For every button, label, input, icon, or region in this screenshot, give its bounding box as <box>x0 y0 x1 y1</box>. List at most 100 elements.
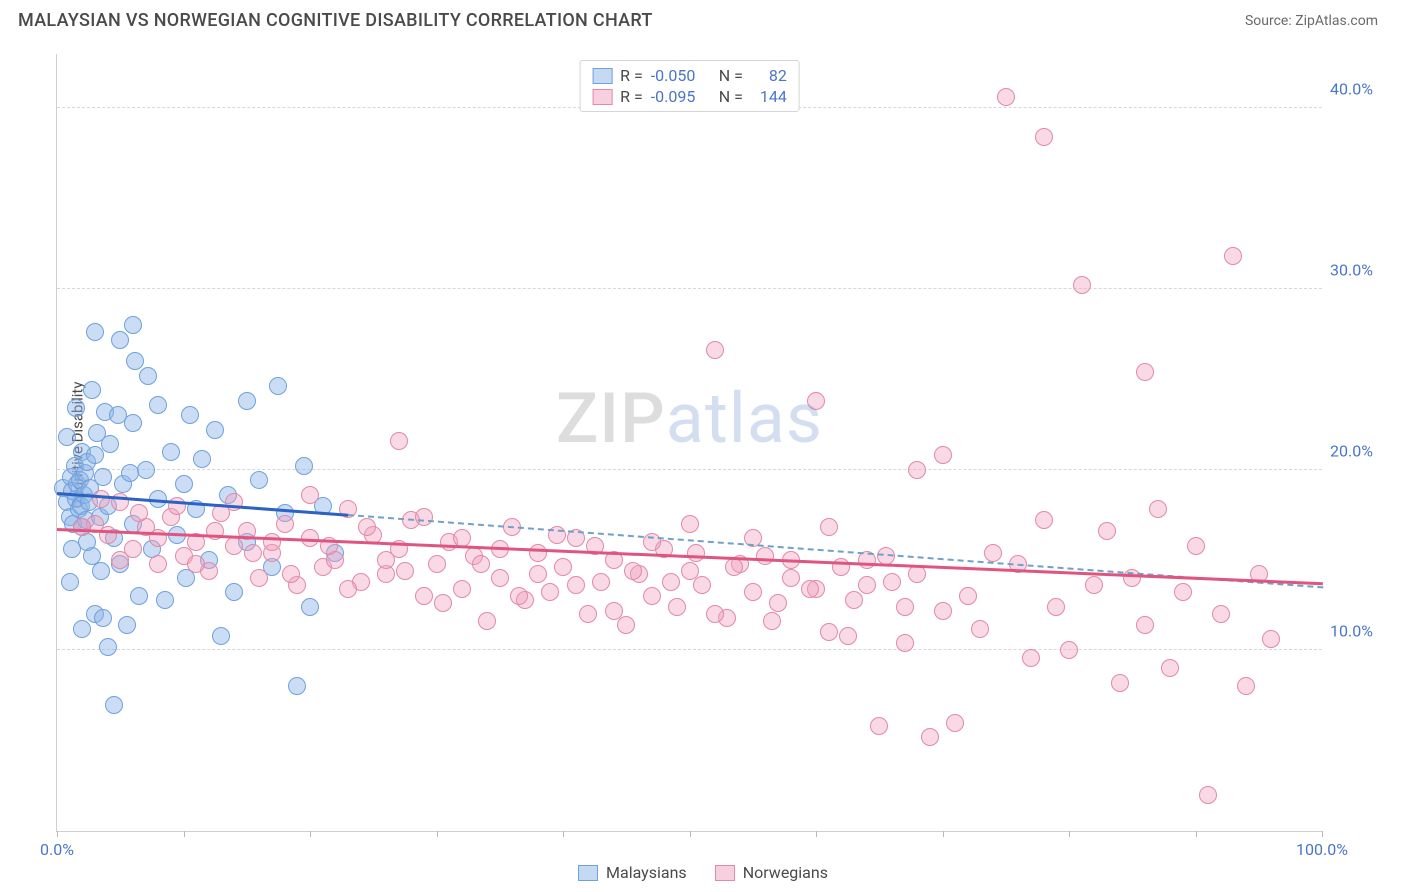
legend-series-item: Malaysians <box>578 863 687 882</box>
x-tick-mark <box>437 831 438 837</box>
scatter-point <box>529 544 547 562</box>
scatter-point <box>92 562 110 580</box>
scatter-point <box>997 88 1015 106</box>
scatter-point <box>139 367 157 385</box>
legend-n-label: N = <box>719 87 743 106</box>
x-tick-mark <box>943 831 944 837</box>
scatter-point <box>73 620 91 638</box>
legend-swatch <box>592 68 612 84</box>
legend-r-label: R = <box>620 87 643 106</box>
scatter-point <box>99 526 117 544</box>
legend-n-value: 82 <box>751 66 787 85</box>
scatter-point <box>959 587 977 605</box>
x-tick-mark <box>1322 831 1323 837</box>
scatter-point <box>156 591 174 609</box>
scatter-point <box>1022 649 1040 667</box>
scatter-point <box>282 565 300 583</box>
scatter-point <box>1111 674 1129 692</box>
scatter-point <box>415 508 433 526</box>
scatter-point <box>276 515 294 533</box>
scatter-point <box>101 435 119 453</box>
legend-n-label: N = <box>719 66 743 85</box>
scatter-point <box>592 573 610 591</box>
scatter-point <box>478 612 496 630</box>
scatter-point <box>149 396 167 414</box>
scatter-point <box>94 609 112 627</box>
x-tick-mark <box>690 831 691 837</box>
legend-swatch <box>578 865 598 881</box>
scatter-point <box>624 562 642 580</box>
scatter-point <box>250 569 268 587</box>
scatter-point <box>168 497 186 515</box>
scatter-point <box>244 544 262 562</box>
scatter-point <box>1085 576 1103 594</box>
x-tick-mark <box>310 831 311 837</box>
scatter-point <box>662 573 680 591</box>
scatter-point <box>181 406 199 424</box>
scatter-point <box>86 446 104 464</box>
scatter-point <box>377 551 395 569</box>
legend-n-value: 144 <box>751 87 787 106</box>
scatter-point <box>472 555 490 573</box>
scatter-point <box>706 341 724 359</box>
scatter-point <box>1212 605 1230 623</box>
scatter-point <box>617 616 635 634</box>
scatter-point <box>769 594 787 612</box>
scatter-point <box>801 580 819 598</box>
scatter-point <box>295 457 313 475</box>
chart-title: MALAYSIAN VS NORWEGIAN COGNITIVE DISABIL… <box>18 10 653 31</box>
scatter-point <box>212 627 230 645</box>
scatter-point <box>86 323 104 341</box>
scatter-point <box>428 555 446 573</box>
scatter-point <box>288 677 306 695</box>
scatter-point <box>339 580 357 598</box>
legend-r-value: -0.095 <box>651 87 711 106</box>
scatter-point <box>187 555 205 573</box>
scatter-point <box>94 468 112 486</box>
scatter-point <box>1187 537 1205 555</box>
scatter-point <box>396 562 414 580</box>
legend-series-label: Norwegians <box>743 863 828 882</box>
scatter-point <box>83 381 101 399</box>
x-tick-mark <box>184 831 185 837</box>
x-tick-mark <box>1069 831 1070 837</box>
y-tick-label: 10.0% <box>1330 622 1386 641</box>
scatter-point <box>61 573 79 591</box>
x-tick-mark <box>563 831 564 837</box>
scatter-point <box>1098 522 1116 540</box>
scatter-point <box>567 576 585 594</box>
scatter-point <box>579 605 597 623</box>
scatter-point <box>839 627 857 645</box>
legend-series: Malaysians Norwegians <box>578 863 828 882</box>
scatter-point <box>681 515 699 533</box>
scatter-point <box>934 602 952 620</box>
scatter-point <box>124 316 142 334</box>
scatter-point <box>99 638 117 656</box>
scatter-point <box>434 594 452 612</box>
scatter-point <box>111 551 129 569</box>
scatter-point <box>984 544 1002 562</box>
scatter-point <box>541 583 559 601</box>
scatter-point <box>111 331 129 349</box>
gridline <box>57 288 1322 289</box>
x-tick-mark <box>57 831 58 837</box>
scatter-point <box>845 591 863 609</box>
x-tick-mark <box>816 831 817 837</box>
x-tick-mark <box>1196 831 1197 837</box>
watermark-part1: ZIP <box>556 378 666 460</box>
scatter-point <box>130 587 148 605</box>
scatter-point <box>807 392 825 410</box>
gridline <box>57 649 1322 650</box>
scatter-point <box>415 587 433 605</box>
scatter-point <box>206 421 224 439</box>
scatter-point <box>896 634 914 652</box>
scatter-point <box>58 428 76 446</box>
scatter-point <box>390 432 408 450</box>
scatter-point <box>706 605 724 623</box>
y-tick-label: 30.0% <box>1330 260 1386 279</box>
scatter-point <box>921 728 939 746</box>
scatter-point <box>870 717 888 735</box>
legend-r-label: R = <box>620 66 643 85</box>
scatter-point <box>756 547 774 565</box>
legend-stats: R =-0.050N =82R =-0.095N =144 <box>579 60 800 112</box>
